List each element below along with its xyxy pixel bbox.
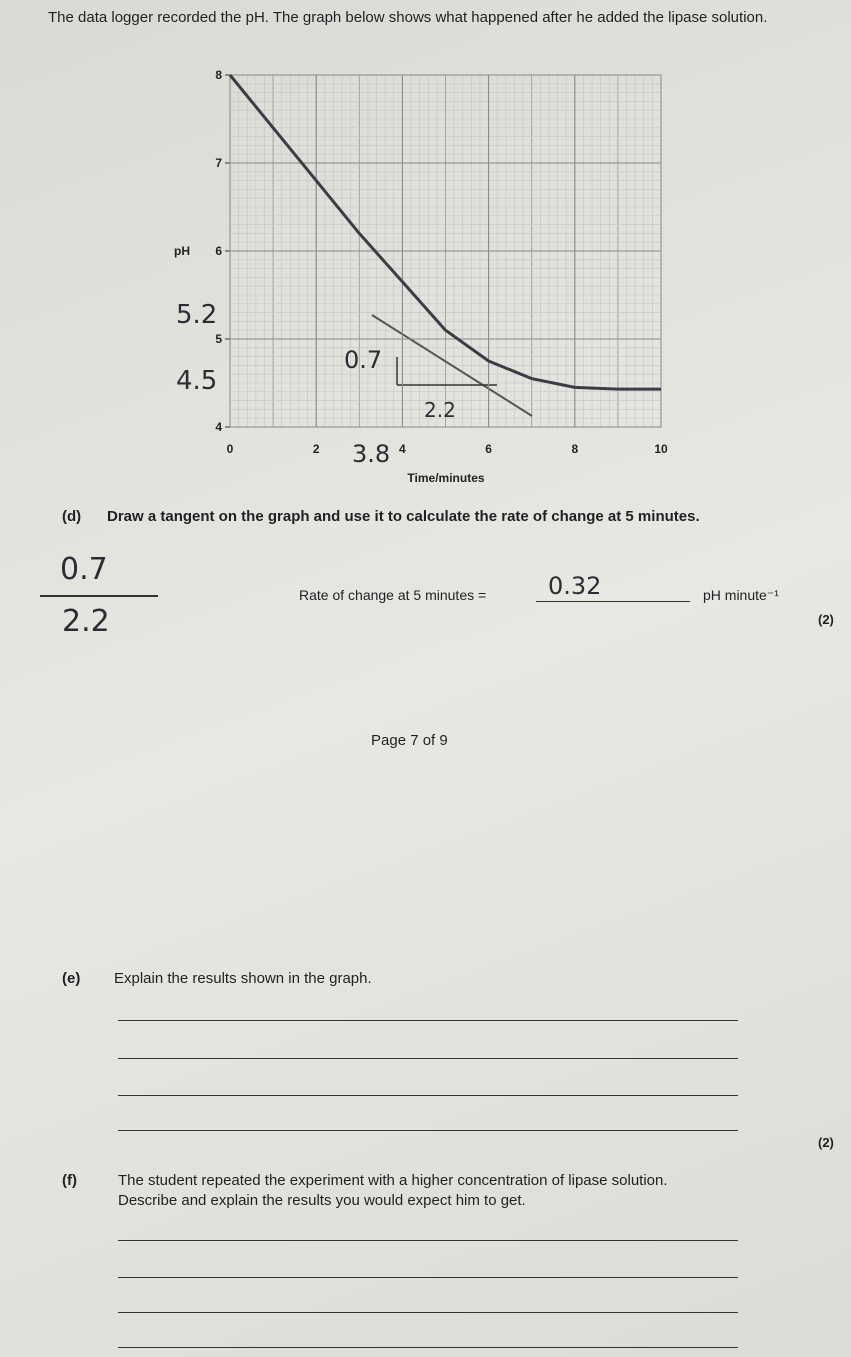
question-label: (e) [62,970,81,987]
x-tick-label: 6 [485,442,492,456]
answer-line [118,1058,738,1059]
answer-line [118,1277,738,1278]
answer-line [118,1240,738,1241]
answer-line [118,1347,738,1348]
question-text: Draw a tangent on the graph and use it t… [107,508,700,525]
y-tick-label: 5 [215,332,222,346]
graph: 4 5 6 7 8 0 2 4 6 8 10 pH Time/minutes [174,68,668,485]
x-tick-label: 4 [399,442,406,456]
y-axis-label: pH [174,244,190,258]
annotation: 2.2 [424,398,456,422]
y-tick-label: 6 [215,244,222,258]
x-tick-label: 2 [313,442,320,456]
annotation: 3.8 [352,440,391,468]
y-tick-label: 8 [215,68,222,82]
x-tick-label: 8 [571,442,578,456]
annotation: 4.5 [176,366,218,396]
x-axis-label: Time/minutes [407,471,484,485]
question-label: (f) [62,1172,77,1189]
answer-line [118,1020,738,1021]
footer: Page 7 of 9 [371,732,448,749]
unit: pH minute⁻¹ [703,587,779,603]
marks: (2) [818,1135,834,1150]
y-tick-label: 7 [215,156,222,170]
tangent-line [371,314,533,417]
annotation: 0.7 [344,346,383,374]
answer-line [536,601,690,602]
answer-line [118,1130,738,1131]
data-line [228,74,661,391]
question-label: (d) [62,508,82,525]
x-tick-label: 10 [654,442,668,456]
intro: The data logger recorded the pH. The gra… [48,9,768,26]
y-tick-label: 4 [215,420,222,434]
question-text: Explain the results shown in the graph. [114,970,372,987]
answer-line [118,1312,738,1313]
question-text: The student repeated the experiment with… [118,1172,668,1189]
answer: 0.32 [548,572,602,600]
answer-prompt: Rate of change at 5 minutes = [299,587,487,603]
question-text: Describe and explain the results you wou… [118,1192,526,1209]
working-numerator: 0.7 [60,552,108,587]
answer-line [118,1095,738,1096]
working-denominator: 2.2 [62,604,110,639]
annotation: 5.2 [176,300,218,330]
fraction-bar [40,595,158,597]
x-tick-label: 0 [227,442,234,456]
marks: (2) [818,612,834,627]
